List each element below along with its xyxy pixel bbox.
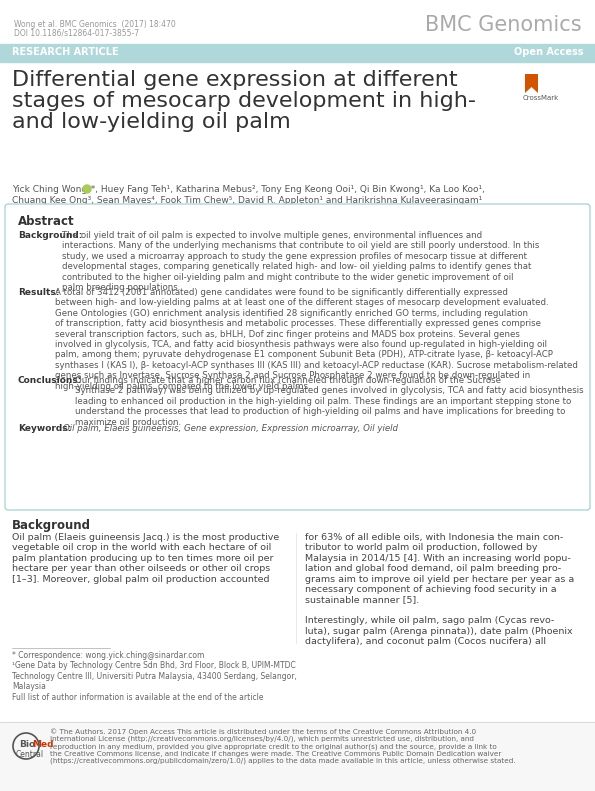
- Text: Our findings indicate that a higher carbon flux (channeled through down-regulati: Our findings indicate that a higher carb…: [75, 376, 584, 426]
- Text: Bio: Bio: [19, 740, 35, 749]
- Text: DOI 10.1186/s12864-017-3855-7: DOI 10.1186/s12864-017-3855-7: [14, 29, 139, 38]
- Text: Keywords:: Keywords:: [18, 424, 71, 433]
- Text: © The Authors. 2017 Open Access This article is distributed under the terms of t: © The Authors. 2017 Open Access This art…: [50, 728, 516, 764]
- Bar: [0, 44, 595, 62]
- Text: Background: Background: [12, 519, 91, 532]
- Text: stages of mesocarp development in high-: stages of mesocarp development in high-: [12, 91, 476, 111]
- Text: A total of 3412 (2001 annotated) gene candidates were found to be significantly : A total of 3412 (2001 annotated) gene ca…: [55, 288, 578, 391]
- Text: RESEARCH ARTICLE: RESEARCH ARTICLE: [12, 47, 118, 57]
- Text: Oil palm (Elaeis guineensis Jacq.) is the most productive
vegetable oil crop in : Oil palm (Elaeis guineensis Jacq.) is th…: [12, 533, 279, 584]
- Text: for 63% of all edible oils, with Indonesia the main con-
tributor to world palm : for 63% of all edible oils, with Indones…: [305, 533, 574, 646]
- Text: Chuang Kee Ong³, Sean Mayes⁴, Fook Tim Chew⁵, David R. Appleton¹ and Harikrishna: Chuang Kee Ong³, Sean Mayes⁴, Fook Tim C…: [12, 196, 483, 205]
- Text: Conclusions:: Conclusions:: [18, 376, 82, 385]
- Text: Differential gene expression at different: Differential gene expression at differen…: [12, 70, 458, 90]
- Text: and low-yielding oil palm: and low-yielding oil palm: [12, 112, 291, 132]
- Text: Central: Central: [16, 750, 44, 759]
- FancyBboxPatch shape: [5, 204, 590, 510]
- Text: Oil palm, Elaeis guineensis, Gene expression, Expression microarray, Oil yield: Oil palm, Elaeis guineensis, Gene expres…: [63, 424, 398, 433]
- Text: Background:: Background:: [18, 231, 82, 240]
- Text: Wong et al. BMC Genomics  (2017) 18:470: Wong et al. BMC Genomics (2017) 18:470: [14, 20, 176, 29]
- Text: CrossMark: CrossMark: [523, 95, 559, 101]
- Text: Results:: Results:: [18, 288, 60, 297]
- Text: BMC Genomics: BMC Genomics: [425, 15, 582, 35]
- Circle shape: [83, 185, 91, 193]
- Text: * Correspondence: wong.yick.ching@sinardar.com
¹Gene Data by Technology Centre S: * Correspondence: wong.yick.ching@sinard…: [12, 651, 297, 702]
- Text: The oil yield trait of oil palm is expected to involve multiple genes, environme: The oil yield trait of oil palm is expec…: [62, 231, 540, 292]
- Text: Med: Med: [32, 740, 54, 749]
- Text: Yick Ching Wong¹*, Huey Fang Teh¹, Katharina Mebus², Tony Eng Keong Ooi¹, Qi Bin: Yick Ching Wong¹*, Huey Fang Teh¹, Katha…: [12, 185, 485, 194]
- PathPatch shape: [525, 74, 538, 93]
- Text: Open Access: Open Access: [513, 47, 583, 57]
- Text: Abstract: Abstract: [18, 215, 74, 228]
- Bar: [0, 722, 595, 791]
